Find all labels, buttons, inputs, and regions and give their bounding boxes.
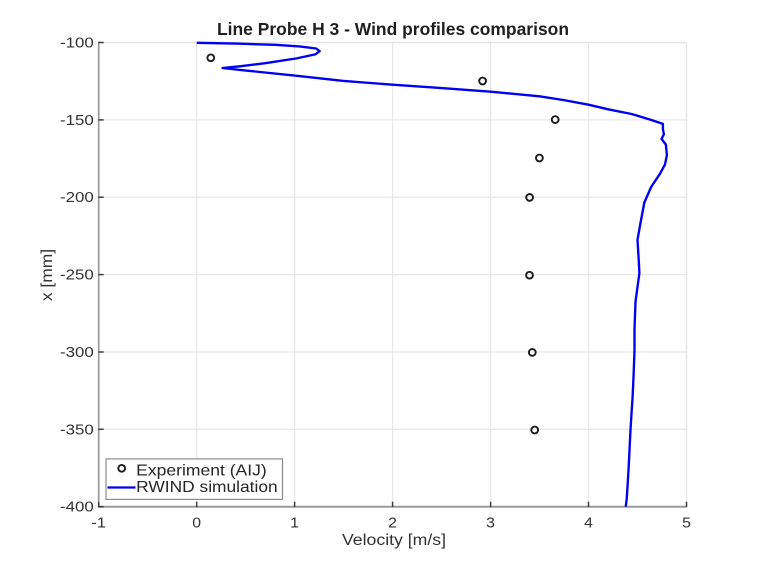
svg-text:-250: -250 — [60, 268, 94, 284]
svg-text:3: 3 — [486, 515, 495, 531]
svg-text:Experiment (AIJ): Experiment (AIJ) — [136, 462, 267, 480]
svg-text:Velocity [m/s]: Velocity [m/s] — [342, 532, 446, 549]
svg-text:-200: -200 — [60, 190, 94, 206]
svg-text:5: 5 — [682, 515, 691, 531]
svg-text:-300: -300 — [60, 345, 94, 361]
svg-text:-100: -100 — [60, 36, 94, 52]
svg-text:1: 1 — [290, 515, 299, 531]
svg-text:4: 4 — [584, 515, 593, 531]
svg-text:x [mm]: x [mm] — [39, 249, 56, 301]
svg-text:RWIND simulation: RWIND simulation — [136, 478, 278, 496]
svg-text:0: 0 — [192, 515, 201, 531]
svg-text:Line Probe H 3 - Wind profiles: Line Probe H 3 - Wind profiles compariso… — [217, 19, 569, 39]
svg-text:-350: -350 — [60, 422, 94, 438]
svg-text:-1: -1 — [91, 515, 106, 531]
svg-text:-400: -400 — [60, 500, 94, 516]
svg-text:2: 2 — [388, 515, 397, 531]
svg-text:-150: -150 — [60, 113, 94, 129]
